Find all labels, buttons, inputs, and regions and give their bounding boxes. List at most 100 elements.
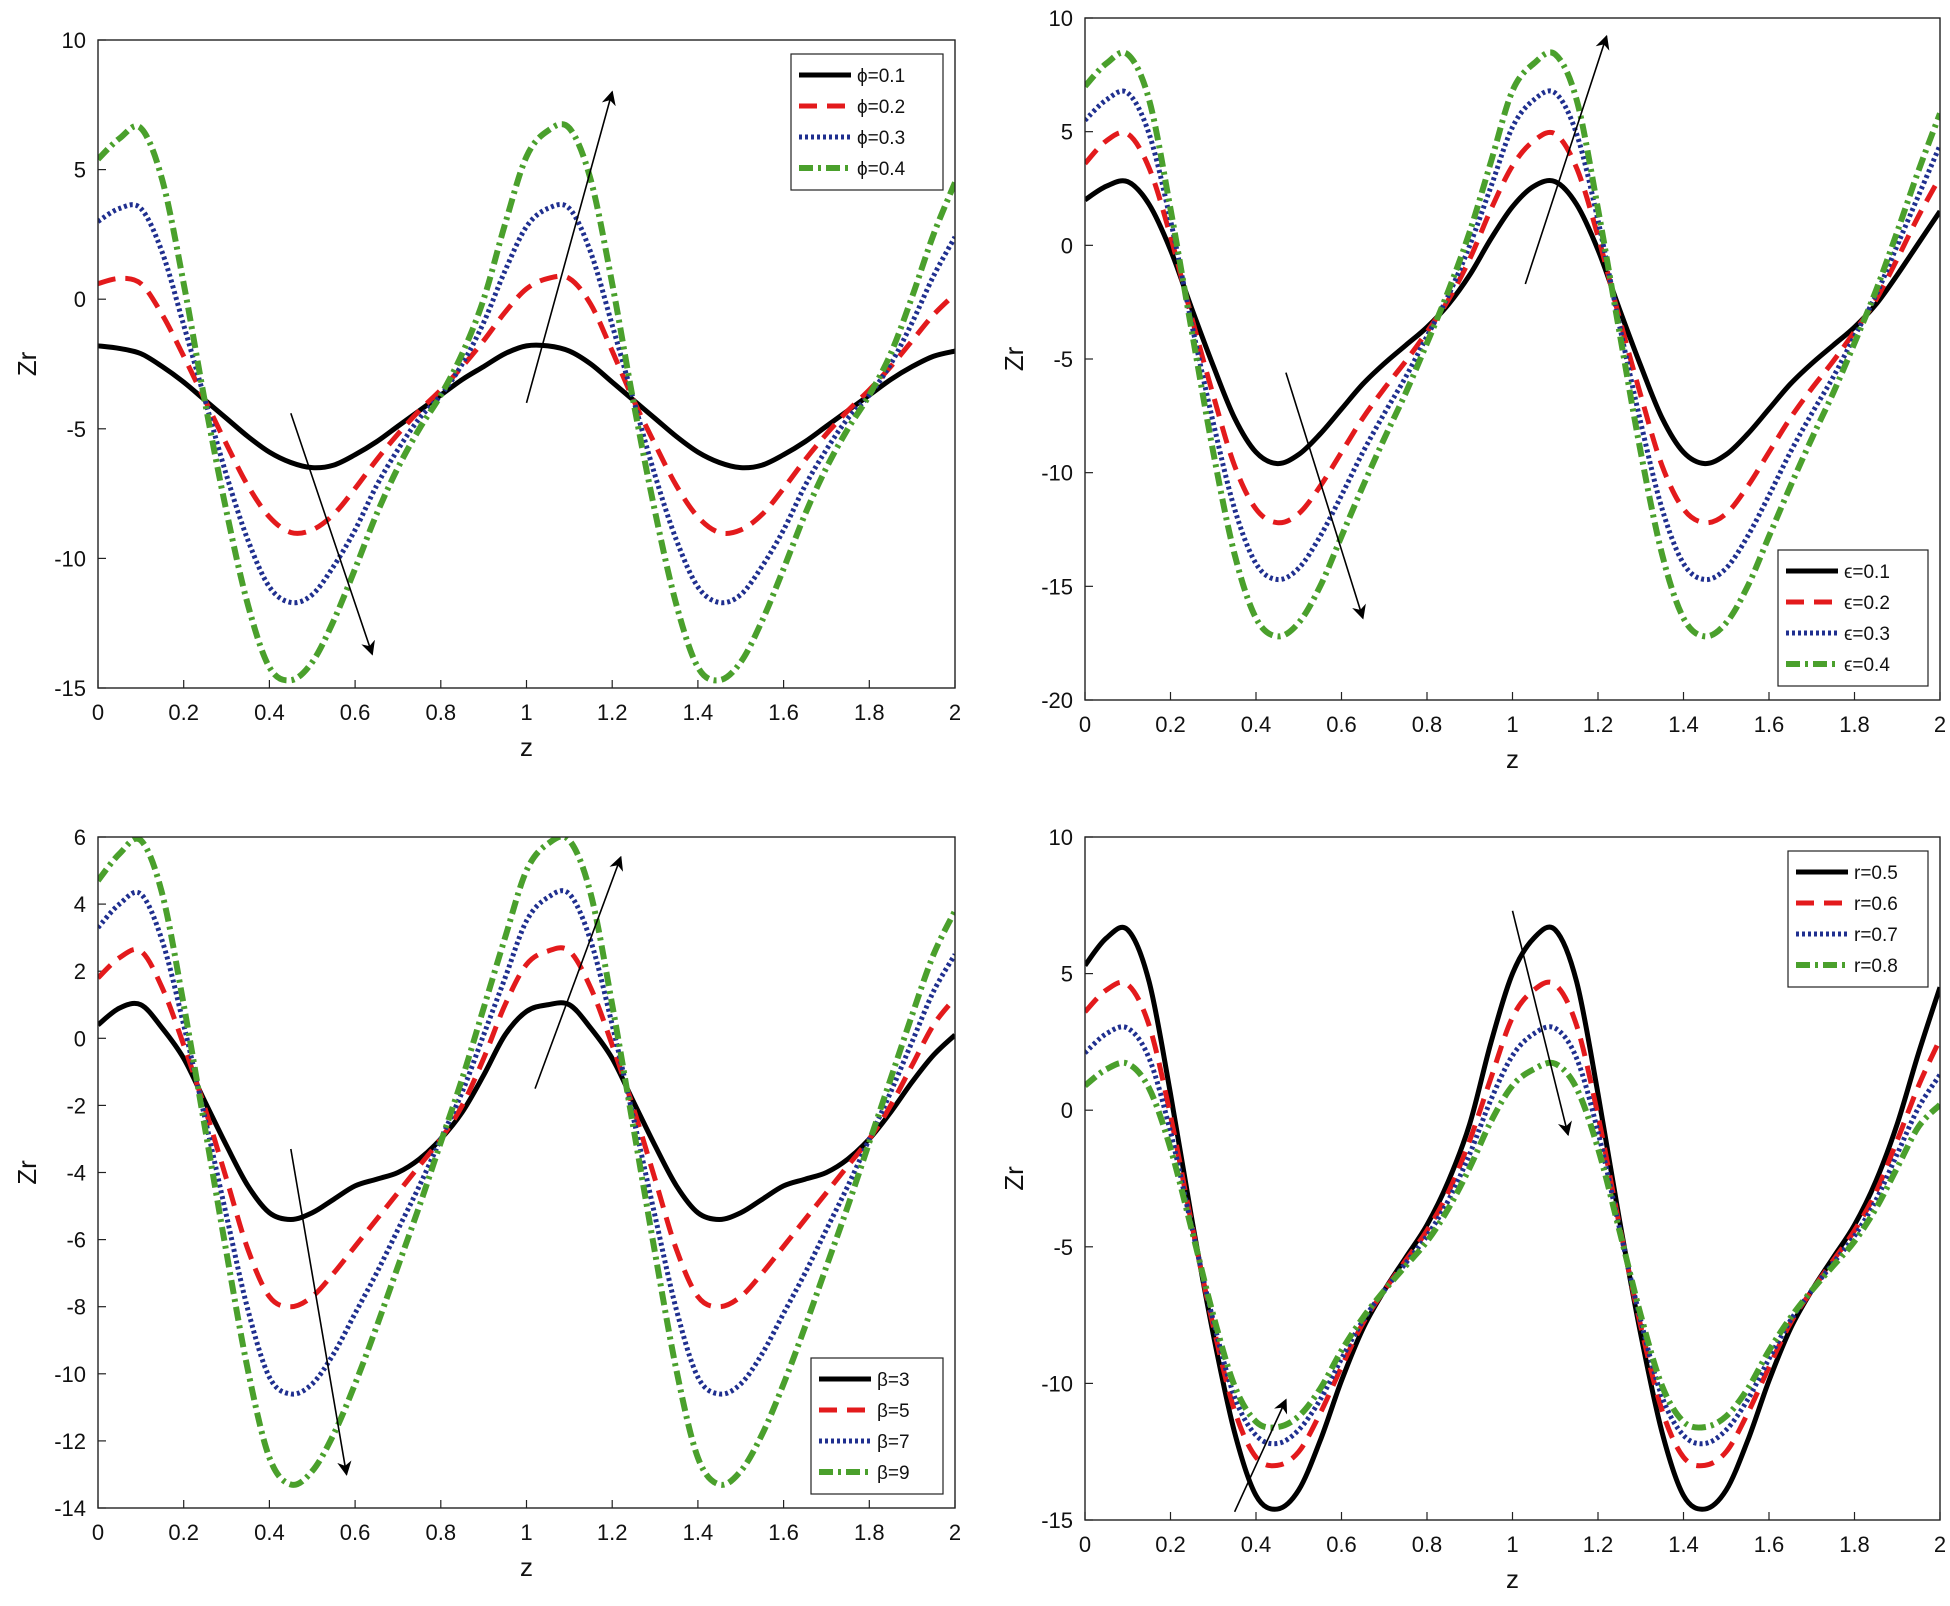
y-tick-label: -15: [1041, 1508, 1073, 1533]
x-tick-label: 0: [1079, 712, 1091, 737]
series-line: [98, 342, 955, 471]
x-tick-label: 0.6: [1326, 712, 1357, 737]
y-tick-label: -6: [66, 1228, 86, 1253]
y-tick-label: -8: [66, 1295, 86, 1320]
y-tick-label: -5: [66, 417, 86, 442]
legend-label: ϵ=0.4: [1844, 655, 1890, 676]
x-axis-label: z: [520, 732, 533, 762]
x-tick-label: 0.8: [1412, 1532, 1443, 1557]
legend-label: ϕ=0.4: [857, 159, 906, 180]
x-tick-label: 0.4: [254, 1520, 285, 1545]
y-tick-label: -4: [66, 1161, 86, 1186]
y-tick-label: -5: [1053, 347, 1073, 372]
y-tick-label: -10: [54, 546, 86, 571]
y-tick-label: 10: [62, 28, 86, 53]
x-tick-label: 1.8: [1839, 712, 1870, 737]
x-tick-label: 2: [949, 1520, 961, 1545]
y-axis-label: Zr: [12, 351, 42, 376]
x-tick-label: 1.8: [1839, 1532, 1870, 1557]
series-line: [1085, 1024, 1940, 1447]
x-tick-label: 0.6: [1326, 1532, 1357, 1557]
x-tick-label: 1.2: [1583, 712, 1614, 737]
legend: ϵ=0.1 ϵ=0.2 ϵ=0.3 ϵ=0.4: [1777, 549, 1929, 687]
series-line: [1085, 979, 1940, 1469]
panel-c: 0 0.2 0.4 0.6 0.8 1 1.2 1.4 1.6 1.8 2 -14 -12 -10 -8 -6…: [12, 825, 961, 1582]
x-axis-label: z: [520, 1552, 533, 1582]
y-tick-label: 6: [74, 825, 86, 850]
y-tick-label: -15: [1041, 574, 1073, 599]
x-tick-label: 1.4: [1668, 712, 1699, 737]
panel-a: 0 0.2 0.4 0.6 0.8 1 1.2 1.4 1.6 1.8 2 -15 -10 -5 0 5 10 z…: [12, 28, 961, 762]
legend-label: r=0.6: [1854, 894, 1898, 915]
y-tick-label: 5: [1061, 962, 1073, 987]
series-group: [98, 121, 955, 684]
series-line: [1085, 924, 1940, 1512]
y-tick-label: -20: [1041, 688, 1073, 713]
x-tick-label: 0.2: [1155, 1532, 1186, 1557]
y-tick-label: -10: [54, 1362, 86, 1387]
y-tick-label: 4: [74, 892, 86, 917]
legend-label: r=0.7: [1854, 925, 1898, 946]
series-line: [98, 121, 955, 684]
legend-box: [790, 53, 944, 191]
trend-arrow: [290, 412, 375, 656]
series-group: [1085, 49, 1940, 640]
x-tick-label: 0.4: [1241, 712, 1272, 737]
trend-arrow: [525, 90, 616, 404]
x-tick-label: 1.6: [1754, 712, 1785, 737]
legend-label: ϵ=0.1: [1844, 562, 1890, 583]
plot-frame: [97, 39, 956, 689]
series-group: [98, 837, 955, 1488]
x-tick-label: 1.2: [597, 1520, 628, 1545]
series-line: [1085, 178, 1940, 467]
y-tick-label: -14: [54, 1496, 86, 1521]
x-tick-label: 0.6: [340, 700, 371, 725]
legend-label: ϵ=0.2: [1844, 593, 1890, 614]
y-tick-label: 10: [1049, 6, 1073, 31]
series-line: [1085, 1059, 1940, 1431]
legend-label: ϵ=0.3: [1844, 624, 1890, 645]
x-tick-label: 1.4: [683, 1520, 714, 1545]
y-axis-label: Zr: [999, 1166, 1029, 1191]
x-tick-label: 1.6: [768, 700, 799, 725]
x-tick-label: 0.8: [426, 1520, 457, 1545]
trend-arrow: [1285, 372, 1366, 620]
x-tick-label: 1.4: [683, 700, 714, 725]
x-tick-label: 0.2: [1155, 712, 1186, 737]
legend: ϕ=0.1 ϕ=0.2 ϕ=0.3 ϕ=0.4: [790, 53, 944, 191]
legend: β=3 β=5 β=7 β=9: [810, 1357, 944, 1495]
plot-frame: [1084, 17, 1941, 701]
x-tick-label: 1.6: [768, 1520, 799, 1545]
legend-label: r=0.8: [1854, 956, 1898, 977]
trend-arrow: [1511, 910, 1572, 1137]
panel-b: 0 0.2 0.4 0.6 0.8 1 1.2 1.4 1.6 1.8 2 -20 -15 -10 -5 0 5…: [999, 6, 1946, 774]
plot-frame: [97, 836, 956, 1509]
x-tick-label: 1.6: [1754, 1532, 1785, 1557]
x-tick-label: 1.8: [854, 1520, 885, 1545]
series-line: [98, 201, 955, 606]
x-tick-label: 1: [520, 1520, 532, 1545]
y-tick-label: -12: [54, 1429, 86, 1454]
x-tick-label: 0.8: [426, 700, 457, 725]
series-line: [98, 888, 955, 1397]
x-tick-label: 0: [92, 1520, 104, 1545]
series-line: [98, 1000, 955, 1222]
series-line: [1085, 88, 1940, 583]
legend-label: ϕ=0.2: [857, 97, 905, 118]
legend-label: β=7: [877, 1432, 910, 1453]
x-tick-label: 1: [520, 700, 532, 725]
trend-arrow: [1233, 1398, 1288, 1513]
trend-arrow: [290, 1148, 352, 1476]
trend-arrow: [534, 855, 624, 1089]
x-tick-label: 2: [1934, 712, 1946, 737]
y-tick-label: 5: [1061, 120, 1073, 145]
y-axis-label: Zr: [12, 1160, 42, 1185]
x-axis-label: z: [1506, 1564, 1519, 1594]
y-tick-label: -5: [1053, 1235, 1073, 1260]
y-tick-label: 2: [74, 959, 86, 984]
legend-label: β=5: [877, 1401, 910, 1422]
series-line: [98, 273, 955, 536]
x-tick-label: 0: [92, 700, 104, 725]
x-tick-label: 0.4: [254, 700, 285, 725]
